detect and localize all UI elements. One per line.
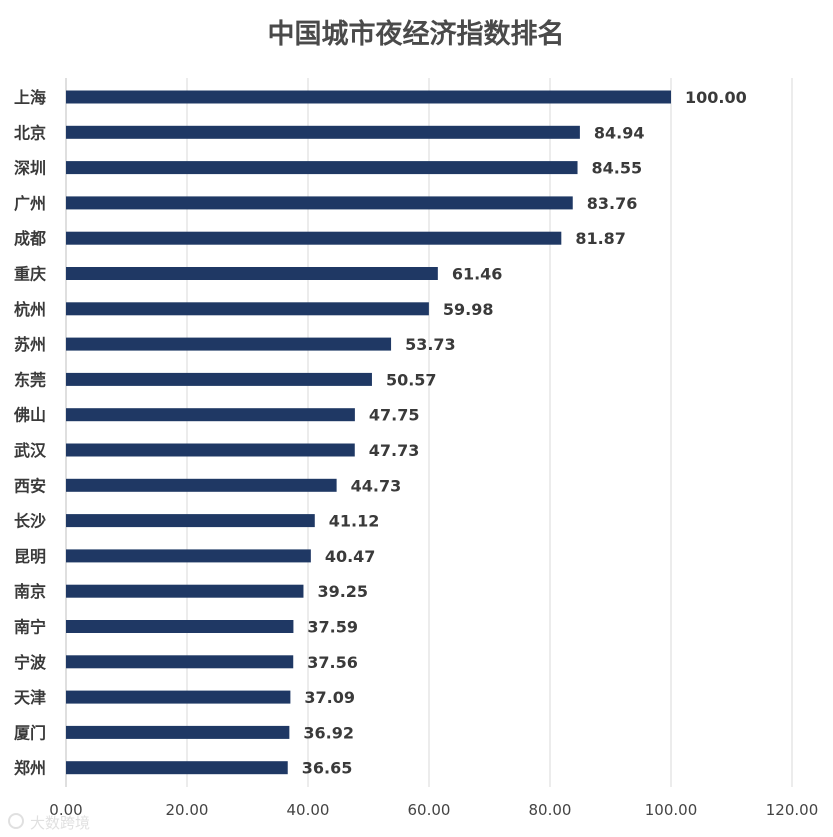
- category-label: 长沙: [14, 512, 46, 531]
- bar: [66, 372, 372, 386]
- data-label: 44.73: [351, 476, 402, 495]
- bar: [66, 337, 392, 351]
- bar: [66, 196, 573, 210]
- bar: [66, 549, 311, 563]
- data-label: 36.92: [303, 723, 354, 742]
- bar: [66, 655, 294, 669]
- category-label: 郑州: [14, 759, 46, 778]
- category-label: 天津: [14, 688, 46, 707]
- category-label: 杭州: [14, 300, 46, 319]
- data-label: 100.00: [685, 88, 747, 107]
- data-label: 59.98: [443, 300, 494, 319]
- data-label: 47.75: [369, 406, 420, 425]
- category-label: 东莞: [14, 370, 46, 389]
- data-label: 50.57: [386, 370, 437, 389]
- category-label: 上海: [14, 88, 46, 107]
- bar: [66, 443, 355, 457]
- bar: [66, 725, 290, 739]
- category-label: 深圳: [14, 159, 46, 178]
- category-label: 佛山: [13, 406, 46, 425]
- data-label: 37.09: [304, 688, 355, 707]
- bar: [66, 161, 578, 175]
- category-label: 苏州: [14, 335, 46, 354]
- category-label: 西安: [14, 476, 46, 495]
- bar: [66, 620, 294, 633]
- bar: [66, 90, 671, 104]
- category-label: 成都: [14, 229, 46, 248]
- category-label: 北京: [14, 123, 46, 142]
- bar: [66, 267, 438, 280]
- bar: [66, 584, 304, 598]
- category-label: 重庆: [14, 265, 46, 284]
- x-tick-label: 100.00: [645, 801, 698, 819]
- watermark-text: 大数跨境: [30, 814, 91, 832]
- bar: [66, 761, 288, 775]
- data-label: 81.87: [575, 229, 626, 248]
- bar: [66, 408, 355, 422]
- bar: [66, 690, 291, 704]
- data-label: 36.65: [302, 759, 353, 778]
- category-label: 宁波: [14, 653, 47, 672]
- bar: [66, 478, 337, 492]
- data-label: 40.47: [325, 547, 376, 566]
- category-label: 南京: [14, 582, 46, 601]
- x-tick-label: 20.00: [166, 801, 209, 819]
- data-label: 47.73: [369, 441, 420, 460]
- data-label: 84.94: [594, 123, 645, 142]
- x-tick-label: 60.00: [408, 801, 451, 819]
- data-label: 53.73: [405, 335, 456, 354]
- gridlines: [65, 78, 793, 787]
- chart-title: 中国城市夜经济指数排名: [268, 18, 565, 50]
- x-tick-label: 120.00: [766, 801, 819, 819]
- bar: [66, 514, 315, 528]
- category-label: 昆明: [14, 547, 46, 566]
- bars: [66, 90, 671, 775]
- data-label: 83.76: [587, 194, 638, 213]
- data-label: 39.25: [317, 582, 368, 601]
- category-label: 南宁: [14, 618, 46, 637]
- x-tick-label: 0.00: [49, 801, 82, 819]
- bar: [66, 231, 562, 245]
- watermark-logo-icon: [8, 813, 24, 829]
- data-label: 37.59: [307, 618, 358, 637]
- x-tick-label: 40.00: [287, 801, 330, 819]
- bar: [66, 302, 429, 316]
- bar: [66, 125, 580, 139]
- x-axis-tick-labels: 0.00 20.00 40.00 60.00 80.00 100.00 120.00: [49, 801, 818, 819]
- category-label: 厦门: [14, 723, 46, 742]
- data-label: 84.55: [592, 159, 643, 178]
- watermark: 大数跨境: [6, 810, 116, 834]
- category-label: 武汉: [14, 441, 47, 460]
- x-tick-label: 80.00: [529, 801, 572, 819]
- data-label: 37.56: [307, 653, 358, 672]
- value-labels: 100.00 84.94 84.55 83.76 81.87 61.46 59.98 53.7…: [302, 88, 747, 778]
- data-label: 61.46: [452, 265, 503, 284]
- category-label: 广州: [14, 194, 46, 213]
- data-label: 41.12: [329, 512, 380, 531]
